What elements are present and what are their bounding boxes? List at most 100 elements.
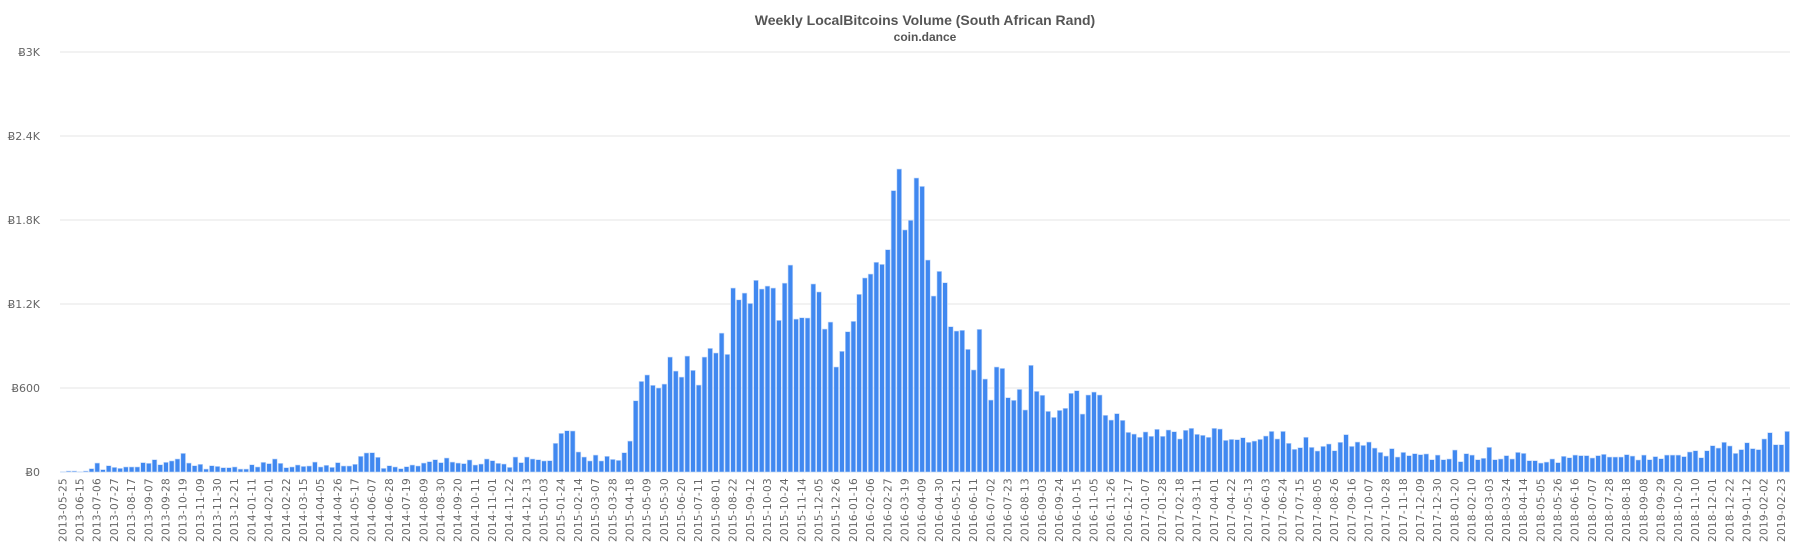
bar[interactable] <box>936 271 942 473</box>
bar[interactable] <box>1503 455 1510 473</box>
bar[interactable] <box>690 370 696 473</box>
bar[interactable] <box>1486 447 1492 473</box>
bar[interactable] <box>747 303 753 473</box>
bar[interactable] <box>1778 444 1785 473</box>
bar[interactable] <box>558 433 564 473</box>
bar[interactable] <box>1629 455 1636 473</box>
bar[interactable] <box>1263 435 1269 473</box>
bar[interactable] <box>1515 452 1521 473</box>
bar[interactable] <box>1160 435 1166 473</box>
bar[interactable] <box>111 467 118 473</box>
bar[interactable] <box>1108 419 1114 473</box>
bar[interactable] <box>146 463 152 473</box>
bar[interactable] <box>1738 449 1744 473</box>
bar[interactable] <box>88 468 95 473</box>
bar[interactable] <box>128 466 135 473</box>
bar[interactable] <box>833 366 839 473</box>
bar[interactable] <box>942 282 948 473</box>
bar[interactable] <box>1200 435 1206 473</box>
bar[interactable] <box>1755 449 1762 473</box>
bar[interactable] <box>1664 454 1670 473</box>
bar[interactable] <box>1177 438 1183 473</box>
bar[interactable] <box>1182 429 1189 473</box>
bar[interactable] <box>438 462 444 473</box>
bar[interactable] <box>306 465 312 473</box>
bar[interactable] <box>1068 393 1074 473</box>
bar[interactable] <box>123 466 129 473</box>
bar[interactable] <box>455 462 461 473</box>
bar[interactable] <box>449 461 456 473</box>
bar[interactable] <box>890 190 897 473</box>
bar[interactable] <box>816 291 822 473</box>
bar[interactable] <box>335 462 341 473</box>
bar[interactable] <box>461 463 467 473</box>
bar[interactable] <box>547 460 553 473</box>
bar[interactable] <box>713 352 719 473</box>
bar[interactable] <box>421 462 427 473</box>
bar[interactable] <box>908 219 914 473</box>
bar[interactable] <box>655 387 662 473</box>
bar[interactable] <box>879 264 885 473</box>
bar[interactable] <box>398 468 404 473</box>
bar[interactable] <box>1011 400 1017 473</box>
bar[interactable] <box>507 467 513 473</box>
bar[interactable] <box>575 451 582 473</box>
bar[interactable] <box>615 460 622 473</box>
bar[interactable] <box>1538 462 1544 473</box>
bar[interactable] <box>495 463 501 473</box>
bar[interactable] <box>323 464 330 473</box>
bar[interactable] <box>661 383 668 473</box>
bar[interactable] <box>266 463 272 473</box>
bar[interactable] <box>1205 436 1212 473</box>
bar[interactable] <box>524 456 530 473</box>
bar[interactable] <box>1217 428 1223 473</box>
bar[interactable] <box>1257 439 1263 473</box>
bar[interactable] <box>822 328 828 473</box>
bar[interactable] <box>329 467 335 473</box>
bar[interactable] <box>1773 444 1779 473</box>
bar[interactable] <box>1119 420 1126 473</box>
bar[interactable] <box>541 460 547 473</box>
bar[interactable] <box>753 280 759 473</box>
bar[interactable] <box>971 369 977 473</box>
bar[interactable] <box>581 456 587 473</box>
bar[interactable] <box>1641 454 1647 473</box>
bar[interactable] <box>174 458 181 473</box>
bar[interactable] <box>254 466 261 473</box>
bar[interactable] <box>885 249 891 473</box>
bar[interactable] <box>999 368 1005 473</box>
bar[interactable] <box>1337 442 1343 473</box>
bar[interactable] <box>1154 428 1160 473</box>
bar[interactable] <box>501 463 507 473</box>
bar[interactable] <box>845 331 851 473</box>
bar[interactable] <box>621 452 627 473</box>
bar[interactable] <box>1669 454 1676 473</box>
bar[interactable] <box>100 469 106 473</box>
bar[interactable] <box>724 354 731 473</box>
bar[interactable] <box>1646 459 1653 473</box>
bar[interactable] <box>644 374 650 473</box>
bar[interactable] <box>570 430 576 473</box>
bar[interactable] <box>249 464 255 473</box>
bar[interactable] <box>151 459 158 473</box>
bar[interactable] <box>518 462 524 473</box>
bar[interactable] <box>718 332 725 473</box>
bar[interactable] <box>363 452 370 473</box>
bar[interactable] <box>736 299 742 473</box>
bar[interactable] <box>472 464 478 473</box>
bar[interactable] <box>1692 450 1699 473</box>
bar[interactable] <box>913 177 920 473</box>
bar[interactable] <box>140 462 146 473</box>
bar[interactable] <box>965 349 971 473</box>
bar[interactable] <box>426 461 433 473</box>
bar[interactable] <box>432 459 438 473</box>
bar[interactable] <box>226 467 232 473</box>
bar[interactable] <box>1423 453 1429 473</box>
bar[interactable] <box>673 370 679 473</box>
bar[interactable] <box>1056 410 1063 473</box>
bar[interactable] <box>1543 461 1550 473</box>
bar[interactable] <box>678 376 685 473</box>
bar[interactable] <box>157 464 163 473</box>
bar[interactable] <box>1435 454 1441 473</box>
bar[interactable] <box>867 273 874 473</box>
